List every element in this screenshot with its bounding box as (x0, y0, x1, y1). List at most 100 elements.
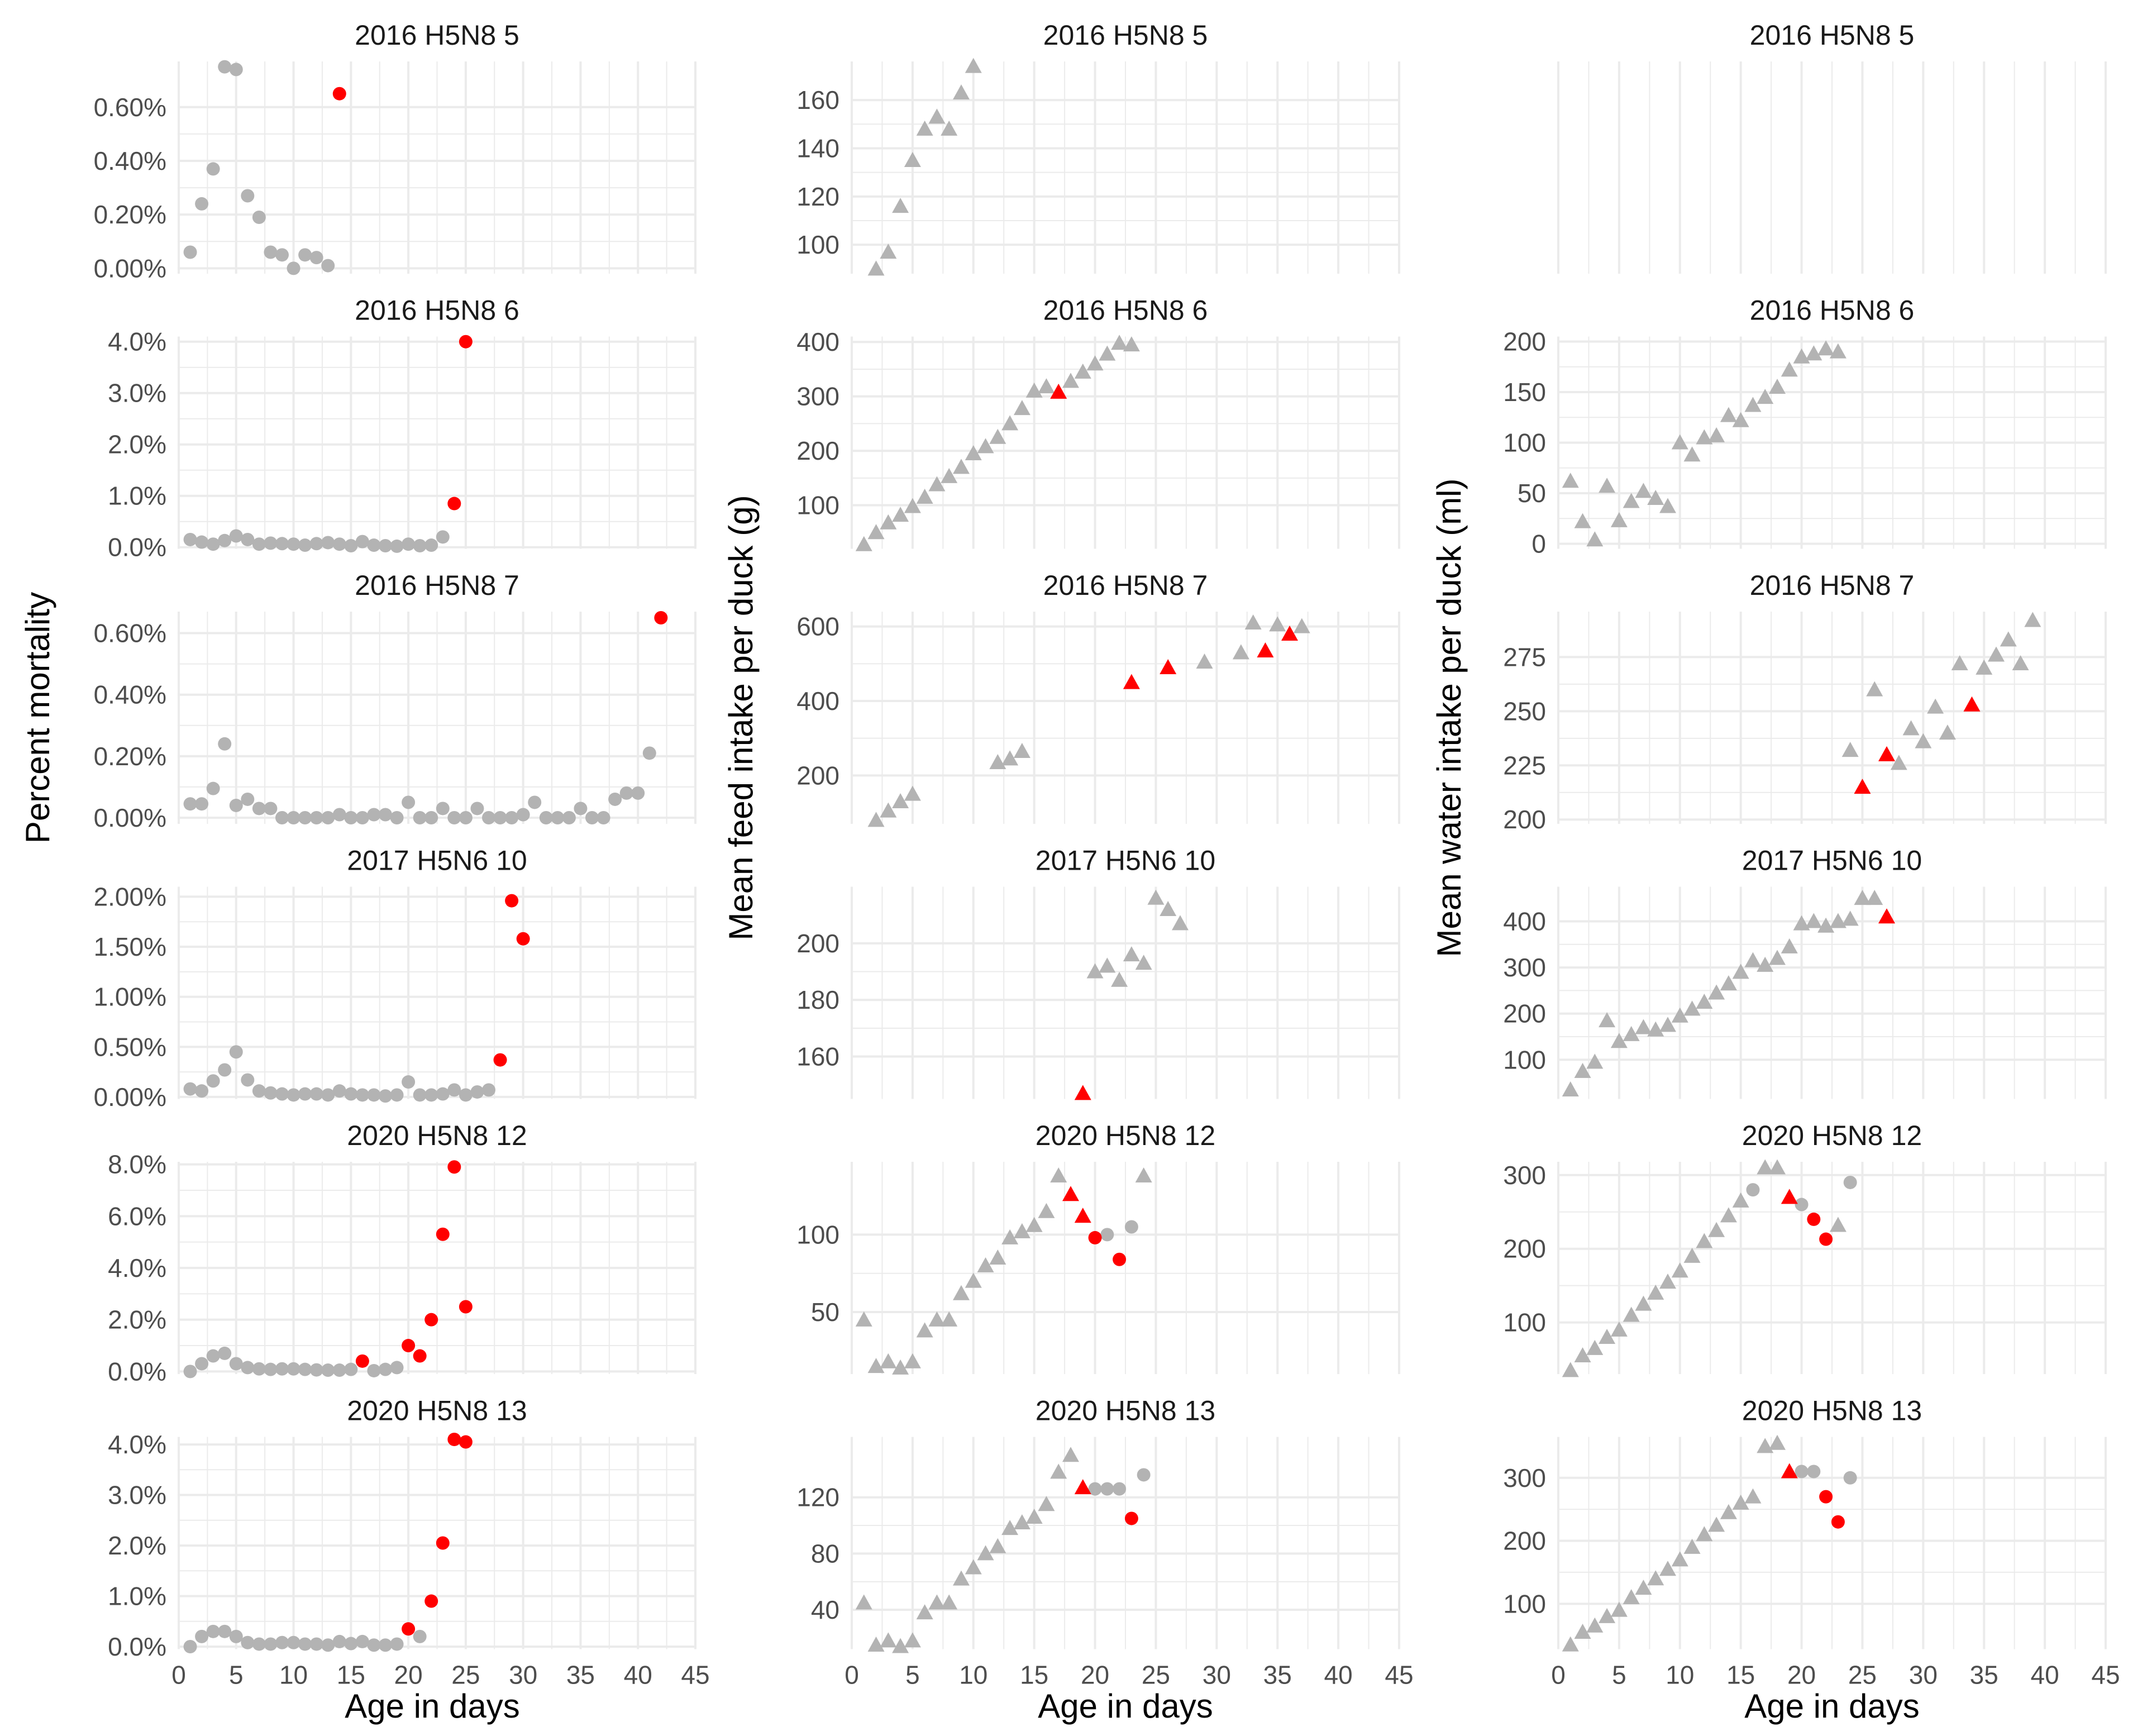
data-point (183, 245, 197, 259)
y-tick-label: 0.00% (94, 254, 166, 283)
data-point (482, 810, 495, 824)
data-point-highlight (436, 1536, 450, 1550)
data-point (977, 438, 994, 454)
data-point (1074, 363, 1091, 379)
data-point (1062, 1447, 1079, 1462)
data-point (332, 808, 346, 822)
ylabel-feed-intake: Mean feed intake per duck (g) (722, 495, 760, 940)
panel-title: 2016 H5N8 5 (355, 20, 519, 51)
data-point (183, 532, 197, 546)
data-point (1025, 1508, 1043, 1524)
data-point (1599, 1608, 1616, 1623)
data-point (287, 1362, 300, 1376)
data-point (379, 1089, 392, 1103)
data-point-highlight (402, 1339, 416, 1353)
data-point (1586, 1339, 1604, 1355)
y-tick-label: 0.0% (108, 1632, 166, 1661)
data-point (252, 802, 266, 815)
data-point (1939, 724, 1956, 740)
panel-title: 2017 H5N6 10 (1742, 845, 1922, 876)
x-tick-label: 25 (1142, 1661, 1170, 1690)
data-point (218, 1063, 232, 1077)
panel-title: 2016 H5N8 5 (1750, 20, 1915, 51)
data-point (344, 538, 358, 552)
data-point (390, 810, 404, 824)
data-point (367, 538, 381, 552)
data-point (1647, 1570, 1664, 1586)
data-point (1769, 1434, 1786, 1450)
panel-title: 2016 H5N8 5 (1043, 20, 1208, 51)
data-point (1135, 955, 1152, 970)
y-tick-label: 4.0% (108, 1253, 166, 1282)
data-point (218, 1346, 232, 1360)
data-point (1951, 655, 1968, 671)
data-point (298, 1362, 312, 1376)
data-point (1781, 938, 1798, 953)
data-point (916, 120, 933, 136)
data-point (892, 1359, 909, 1375)
panel-3: 2016 H5N8 5 (1557, 20, 2107, 274)
data-point (287, 261, 300, 275)
data-point (275, 1635, 289, 1649)
data-point (2000, 631, 2017, 647)
data-point-highlight (516, 932, 530, 946)
data-point (309, 251, 323, 265)
panels: 0.00%0.20%0.40%0.60%2016 H5N8 5100120140… (94, 20, 2120, 1690)
y-tick-label: 300 (1503, 1161, 1546, 1190)
data-point (344, 1637, 358, 1651)
data-point (390, 539, 404, 553)
data-point (953, 459, 970, 474)
data-point-highlight (1963, 696, 1981, 712)
data-point (195, 197, 209, 211)
data-point (1781, 361, 1798, 377)
y-tick-label: 200 (796, 436, 839, 465)
data-point (436, 1087, 450, 1101)
data-point (321, 1638, 335, 1652)
data-point-highlight (459, 1300, 473, 1314)
data-point (321, 1363, 335, 1377)
data-point (1586, 531, 1604, 547)
data-point (574, 802, 588, 815)
ylabel-mortality: Percent mortality (19, 592, 56, 843)
data-point (1805, 913, 1822, 928)
data-point (1013, 400, 1030, 416)
y-tick-label: 1.50% (94, 932, 166, 961)
data-point-highlight (402, 1622, 416, 1636)
data-point (1795, 1465, 1809, 1479)
data-point (241, 1073, 255, 1087)
data-point (344, 1362, 358, 1376)
x-tick-label: 40 (2031, 1661, 2059, 1690)
data-point-highlight (1781, 1463, 1798, 1479)
data-point (413, 538, 427, 552)
data-point (880, 1353, 897, 1368)
data-point (867, 524, 885, 540)
data-point (1817, 917, 1835, 933)
data-point (1635, 1295, 1652, 1311)
y-tick-label: 150 (1503, 378, 1546, 407)
data-point (551, 810, 565, 824)
data-point (941, 120, 958, 136)
data-point (1025, 1217, 1043, 1232)
data-point (867, 1358, 885, 1373)
data-point (332, 537, 346, 551)
data-point (1244, 614, 1262, 629)
panel-8: 200 400 600 2016 H5N8 7 (796, 570, 1400, 827)
data-point (1696, 429, 1713, 445)
y-tick-label: 400 (796, 686, 839, 716)
y-tick-label: 200 (1503, 1234, 1546, 1263)
data-point (344, 810, 358, 824)
data-point (1001, 415, 1019, 431)
data-point (1610, 1321, 1628, 1337)
data-point (1866, 890, 1883, 905)
data-point-highlight (1281, 626, 1298, 641)
y-tick-label: 120 (796, 182, 839, 211)
x-tick-label: 10 (1666, 1661, 1694, 1690)
data-point (1038, 1203, 1055, 1218)
x-tick-label: 5 (229, 1661, 244, 1690)
data-point (298, 1637, 312, 1651)
data-point (195, 797, 209, 811)
data-point (904, 152, 921, 168)
data-point (367, 1638, 381, 1652)
y-tick-label: 0.50% (94, 1032, 166, 1061)
y-tick-label: 300 (1503, 1463, 1546, 1492)
